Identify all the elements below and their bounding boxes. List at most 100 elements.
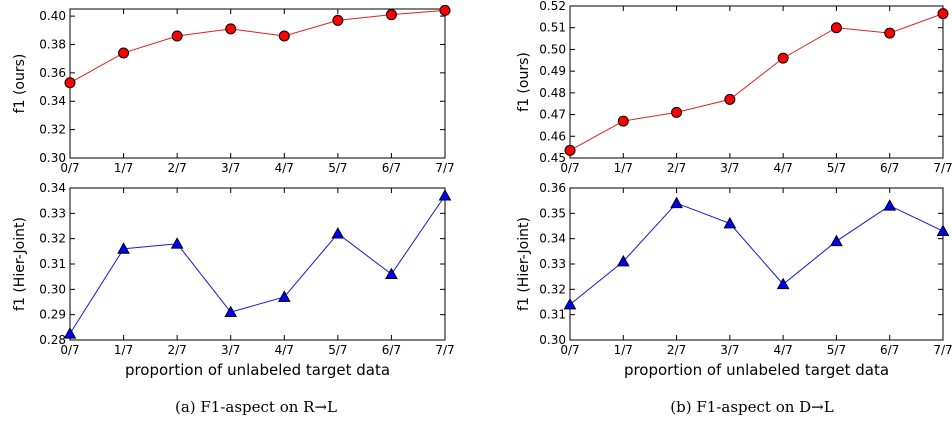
x-tick-label: 7/7: [933, 343, 952, 357]
x-tick-label: 4/7: [275, 343, 294, 357]
x-tick-label: 6/7: [880, 161, 899, 175]
data-point-circle: [118, 47, 130, 59]
x-tick-label: 2/7: [167, 343, 186, 357]
x-tick-label: 7/7: [435, 161, 454, 175]
y-axis-label: f1 (Hier-Joint): [12, 217, 28, 311]
y-tick-label: 0.32: [39, 123, 66, 137]
data-point-triangle: [385, 267, 398, 280]
x-tick-label: 2/7: [667, 343, 686, 357]
x-tick-label: 7/7: [435, 343, 454, 357]
x-tick-label: 1/7: [114, 161, 133, 175]
data-point-triangle: [63, 327, 77, 339]
data-point-circle: [884, 27, 896, 39]
y-tick-label: 0.40: [39, 9, 66, 23]
x-tick-label: 0/7: [560, 161, 579, 175]
x-tick-label: 3/7: [221, 343, 240, 357]
series-line: [69, 9, 446, 84]
x-tick-label: 0/7: [560, 343, 579, 357]
y-tick-label: 0.50: [539, 42, 566, 56]
x-tick-label: 5/7: [827, 343, 846, 357]
y-tick-label: 0.51: [539, 21, 566, 35]
data-point-triangle: [616, 254, 630, 267]
data-point-circle: [332, 14, 344, 26]
x-tick-label: 3/7: [720, 343, 739, 357]
data-point-circle: [225, 23, 237, 35]
data-point-triangle: [883, 199, 897, 211]
chart-b-bottom: 0.30 0.31 0.32 0.33 0.34 0.35 0.36 0/7 1/7 2/7 3/7…: [516, 181, 952, 379]
y-tick-label: 0.48: [539, 86, 566, 100]
series-line: [569, 13, 944, 151]
data-point-circle: [439, 4, 451, 16]
data-point-triangle: [670, 196, 683, 209]
x-tick-label: 2/7: [667, 161, 686, 175]
data-point-circle: [278, 30, 290, 42]
y-axis-label: f1 (Hier-Joint): [516, 217, 532, 311]
chart-b-top: 0.45 0.46 0.47 0.48 0.49 0.50 0.51 0.52 0/7 1/7 2/…: [516, 0, 952, 175]
y-tick-label: 0.31: [39, 257, 66, 271]
data-point-circle: [777, 52, 789, 64]
x-tick-label: 3/7: [221, 161, 240, 175]
data-point-triangle: [936, 224, 950, 236]
y-tick-label: 0.49: [539, 64, 566, 78]
y-tick-label: 0.31: [539, 308, 566, 322]
x-tick-label: 4/7: [275, 161, 294, 175]
data-point-circle: [171, 30, 183, 42]
y-tick-label: 0.36: [39, 66, 66, 80]
x-tick-label: 0/7: [60, 343, 79, 357]
x-tick-label: 4/7: [773, 161, 792, 175]
y-tick-label: 0.30: [39, 151, 66, 165]
data-point-triangle: [830, 234, 843, 247]
x-tick-label: 1/7: [614, 161, 633, 175]
plot-frame: [569, 5, 944, 159]
data-point-circle: [830, 22, 842, 34]
y-tick-label: 0.47: [539, 108, 566, 122]
x-tick-label: 0/7: [60, 161, 79, 175]
data-point-circle: [617, 115, 629, 127]
y-tick-label: 0.32: [539, 282, 566, 296]
data-point-circle: [385, 9, 397, 21]
data-point-triangle: [331, 227, 345, 239]
y-tick-label: 0.34: [39, 181, 66, 195]
data-point-triangle: [563, 298, 577, 310]
x-tick-label: 4/7: [773, 343, 792, 357]
x-tick-label: 6/7: [880, 343, 899, 357]
x-tick-label: 7/7: [933, 161, 952, 175]
y-tick-label: 0.36: [539, 181, 566, 195]
data-point-triangle: [117, 242, 130, 254]
y-tick-label: 0.33: [39, 206, 66, 220]
y-axis-label: f1 (ours): [516, 52, 532, 112]
plot-frame: [69, 8, 446, 159]
y-axis-label: f1 (ours): [12, 54, 28, 114]
x-tick-label: 5/7: [328, 343, 347, 357]
x-tick-label: 6/7: [382, 161, 401, 175]
x-tick-label: 5/7: [827, 161, 846, 175]
y-tick-label: 0.46: [539, 129, 566, 143]
data-point-triangle: [723, 216, 737, 229]
y-tick-label: 0.34: [539, 232, 566, 246]
data-point-circle: [937, 8, 949, 20]
x-tick-label: 3/7: [720, 161, 739, 175]
series-line: [569, 202, 944, 305]
y-tick-label: 0.28: [39, 333, 66, 347]
chart-a-bottom: 0.28 0.29 0.30 0.31 0.32 0.33 0.34 0/7 1/7 2/7 3/7…: [12, 181, 455, 379]
x-tick-label: 5/7: [328, 161, 347, 175]
y-tick-label: 0.35: [539, 206, 566, 220]
y-tick-label: 0.30: [39, 282, 66, 296]
chart-a-top: 0.30 0.32 0.34 0.36 0.38 0.40 0/7 1/7 2/7 3/7 4/7 5…: [12, 4, 455, 175]
data-point-triangle: [776, 277, 790, 290]
series-line: [69, 195, 446, 334]
x-tick-label: 2/7: [167, 161, 186, 175]
data-point-circle: [564, 144, 576, 156]
x-tick-label: 6/7: [382, 343, 401, 357]
data-point-triangle: [224, 305, 238, 318]
x-axis-label: proportion of unlabeled target data: [125, 361, 390, 379]
data-point-circle: [724, 93, 736, 105]
y-tick-label: 0.29: [39, 308, 66, 322]
x-axis-label: proportion of unlabeled target data: [624, 361, 889, 379]
x-tick-label: 1/7: [114, 343, 133, 357]
x-tick-label: 1/7: [614, 343, 633, 357]
y-tick-label: 0.30: [539, 333, 566, 347]
y-tick-label: 0.52: [539, 0, 566, 13]
data-point-triangle: [277, 290, 291, 302]
